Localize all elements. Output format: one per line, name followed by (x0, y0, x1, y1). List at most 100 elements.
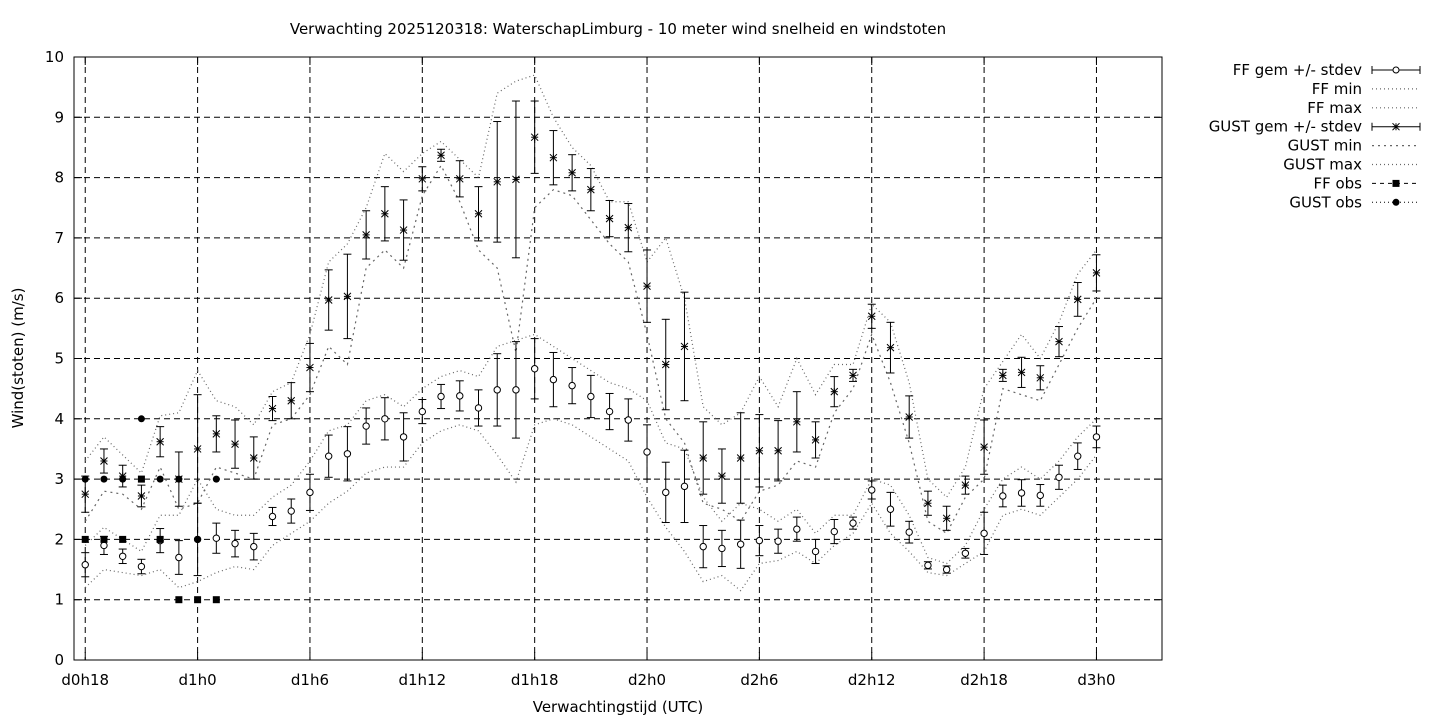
gust-mean-point (81, 490, 90, 499)
gust-mean-point (605, 214, 614, 223)
gust-obs-point (156, 475, 164, 483)
gust-obs-point (119, 475, 127, 483)
ff-mean-point (811, 547, 820, 556)
ff-mean-point (568, 381, 576, 390)
gust-mean-point (287, 396, 296, 405)
x-tick-label: d1h18 (511, 671, 559, 689)
gust-mean-point (568, 168, 576, 177)
gust-obs-point (175, 475, 183, 483)
ff-obs-point (212, 596, 220, 604)
gust-min-line (84, 164, 1097, 535)
gust-mean-point (624, 223, 633, 232)
gust-mean-point (830, 387, 839, 396)
ff-mean-point (362, 422, 370, 430)
gust-mean-point (718, 472, 726, 480)
gust-mean-point (736, 454, 745, 462)
gust-mean-point (418, 174, 427, 183)
y-tick-label: 0 (54, 651, 64, 669)
gust-obs-point (212, 475, 220, 483)
gust-mean-point (661, 360, 670, 369)
gust-mean-point (961, 481, 970, 489)
ff-mean-point (137, 562, 146, 571)
gust-mean-point (249, 454, 258, 462)
ff-mean-point (643, 448, 651, 456)
gust-obs-point (137, 415, 145, 423)
gust-mean-point (437, 151, 445, 160)
gust-mean-point (792, 417, 801, 426)
ff-mean-point (718, 544, 726, 553)
ff-mean-point (961, 549, 970, 557)
legend-label: GUST min (1288, 137, 1362, 155)
ff-obs-point (137, 475, 145, 483)
legend-label: FF gem +/- stdev (1233, 61, 1362, 79)
ff-mean-point (849, 519, 857, 527)
ff-mean-point (868, 486, 876, 494)
gust-mean-point (512, 175, 520, 184)
legend-label: GUST gem +/- stdev (1209, 118, 1362, 136)
ff-mean-point (287, 507, 295, 515)
gust-mean-point (998, 371, 1007, 380)
gust-mean-point (156, 437, 164, 446)
ff-obs-point (119, 535, 127, 543)
gust-mean-point (849, 371, 857, 380)
ff-mean-point (1036, 491, 1044, 500)
ff-mean-point (399, 433, 408, 441)
gust-mean-point (493, 177, 502, 186)
x-tick-label: d1h12 (398, 671, 446, 689)
ff-mean-point (418, 407, 427, 416)
gust-mean-point (942, 514, 951, 523)
gust-mean-point (362, 231, 370, 239)
ff-mean-point (493, 386, 501, 394)
y-tick-label: 5 (54, 350, 64, 368)
ff-mean-point (474, 404, 483, 412)
ff-obs-point (100, 535, 108, 543)
gust-mean-point (905, 413, 914, 421)
gust-mean-point (1092, 269, 1101, 277)
gust-obs-point (81, 475, 89, 483)
x-axis-label: Verwachtingstijd (UTC) (533, 698, 704, 716)
ff-mean-point (381, 415, 389, 423)
gust-obs-point (194, 535, 202, 543)
ff-mean-point (980, 529, 988, 538)
ff-mean-point (605, 407, 614, 416)
gust-mean-point (680, 342, 689, 351)
ff-obs-point (194, 596, 202, 604)
gust-mean-point (324, 296, 333, 304)
ff-mean-point (942, 565, 951, 574)
ff-mean-point (680, 482, 689, 491)
gust-mean-point (774, 446, 782, 455)
legend-swatch-marker (1392, 179, 1400, 187)
x-tick-label: d1h0 (179, 671, 217, 689)
gust-mean-point (586, 185, 595, 194)
ff-mean-point (250, 542, 258, 551)
ff-mean-point (437, 392, 445, 401)
ff-obs-point (81, 535, 89, 543)
gust-mean-point (343, 292, 352, 301)
gust-mean-point (193, 445, 202, 453)
x-tick-label: d3h0 (1077, 671, 1115, 689)
ff-mean-point (268, 512, 277, 521)
ff-mean-point (924, 561, 932, 570)
gust-mean-point (231, 440, 239, 448)
ff-mean-point (324, 452, 333, 460)
ff-mean-point (905, 528, 913, 536)
x-tick-label: d0h18 (61, 671, 109, 689)
axis-ticks: 0 1 2 3 4 5 6 7 8 9 10 d0h18 d1h0 d1h6 d1h12 d1h18 d2h0 d… (45, 48, 1162, 689)
ff-mean-point (100, 541, 108, 550)
legend-swatch-marker (1392, 198, 1400, 206)
x-tick-label: d2h6 (740, 671, 778, 689)
gust-mean-point (886, 343, 895, 352)
gust-mean-point (306, 363, 314, 372)
y-tick-label: 8 (54, 169, 64, 187)
y-tick-label: 6 (54, 289, 64, 307)
ff-mean-point (118, 552, 127, 560)
gust-mean-point (699, 454, 708, 462)
y-tick-label: 2 (54, 530, 64, 548)
ff-mean-point (886, 505, 895, 513)
gust-mean-point (212, 430, 221, 438)
y-axis-label: Wind(stoten) (m/s) (9, 288, 27, 429)
gust-mean-point (1073, 295, 1082, 304)
ff-mean-point (530, 365, 539, 373)
